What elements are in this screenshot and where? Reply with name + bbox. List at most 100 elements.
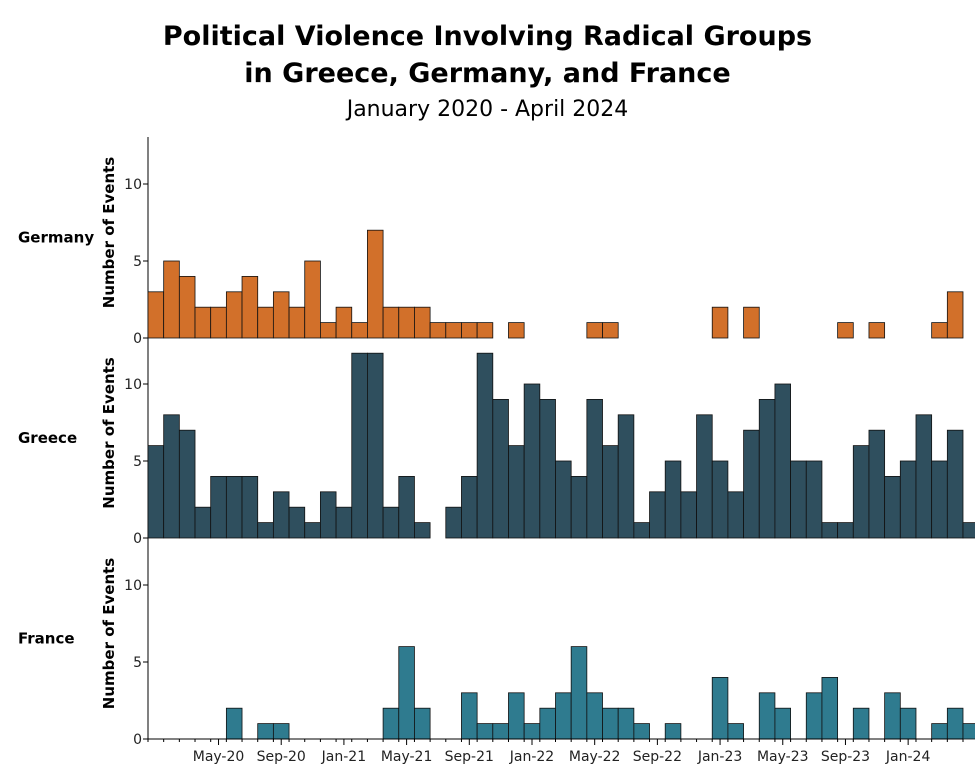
greece-bar [915,414,933,539]
germany-bar [837,322,854,339]
germany-bar [602,322,619,339]
germany-bar [946,291,964,339]
germany-bar [868,322,886,339]
x-tick-label: May-20 [193,749,245,765]
greece-bar [602,445,619,539]
greece-bar [727,491,744,539]
greece-y-tick-label: 0 [133,531,142,547]
germany-bar [194,306,212,339]
france-bar [711,677,729,740]
germany-bar [257,306,274,339]
greece-bar [445,506,462,539]
greece-bar [382,506,400,539]
france-bar [225,707,243,740]
x-tick-label: May-22 [569,749,621,765]
title-block: Political Violence Involving Radical Gro… [0,18,975,128]
france-bar [523,723,541,740]
greece-bar [163,414,180,539]
france-bar [398,646,415,740]
france-bar [555,692,572,740]
greece-bar [194,506,212,539]
france-bar [570,646,588,740]
france-bar [931,723,948,740]
germany-y-axis-label: Number of Events [100,157,118,308]
greece-bar [178,429,196,539]
greece-bar [743,429,760,539]
greece-bar [649,491,666,539]
germany-bar [304,260,321,339]
france-bar [476,723,494,740]
france-bar [257,723,274,740]
greece-bar [852,445,870,539]
germany-bar [743,306,760,339]
france-bar [633,723,650,740]
greece-bar [946,429,964,539]
greece-bar [225,475,243,539]
germany-bar [319,322,337,339]
greece-bar [523,383,541,539]
greece-bar [570,475,588,539]
france-bar [852,707,870,740]
greece-bar [257,522,274,539]
germany-y-tick-label: 10 [124,177,142,193]
germany-bar [429,322,447,339]
greece-bar [210,475,227,539]
x-tick-label: Jan-24 [885,749,931,765]
germany-bar [508,322,525,339]
x-tick-label: May-23 [757,749,809,765]
greece-bar [367,352,384,539]
greece-y-axis-label: Number of Events [100,357,118,508]
greece-bar [304,522,321,539]
greece-bar [461,475,478,539]
x-tick-label: May-21 [381,749,433,765]
france-bar [414,707,431,740]
france-bar [617,707,635,740]
germany-bar [241,275,259,339]
greece-bar [398,475,415,539]
france-y-axis-label: Number of Events [100,558,118,709]
greece-bar [476,352,494,539]
greece-bar [711,460,729,539]
greece-bar [351,352,368,539]
greece-bar [837,522,854,539]
greece-y-tick-label: 5 [133,454,142,470]
france-bar [586,692,603,740]
france-bar [946,707,964,740]
greece-bar [586,398,603,539]
greece-bar [288,506,306,539]
greece-bar [414,522,431,539]
greece-bar [272,491,290,539]
greece-bar [805,460,823,539]
greece-panel-label: Greece [18,429,77,447]
greece-bar [931,460,948,539]
germany-bar [461,322,478,339]
france-bar [758,692,776,740]
germany-bar [931,322,948,339]
greece-bar [884,475,901,539]
greece-bar [696,414,713,539]
germany-bar [147,291,165,339]
france-panel-label: France [18,630,75,648]
germany-y-tick-label: 0 [133,331,142,347]
greece-bar [555,460,572,539]
greece-bar [241,475,259,539]
germany-bar [288,306,306,339]
greece-bar [539,398,556,539]
x-tick-label: Sep-22 [633,749,682,765]
greece-bar [899,460,917,539]
greece-bar [633,522,650,539]
greece-bar [758,398,776,539]
france-bar [602,707,619,740]
greece-bar [962,522,975,539]
germany-bar [586,322,603,339]
france-y-tick-label: 0 [133,732,142,748]
france-y-tick-label: 10 [124,578,142,594]
greece-bar [147,445,165,539]
france-bar [492,723,509,740]
greece-bar [335,506,353,539]
x-tick-label: Sep-23 [821,749,870,765]
germany-bar [225,291,243,339]
france-bar [664,723,682,740]
france-y-tick-label: 5 [133,655,142,671]
germany-bar [398,306,415,339]
